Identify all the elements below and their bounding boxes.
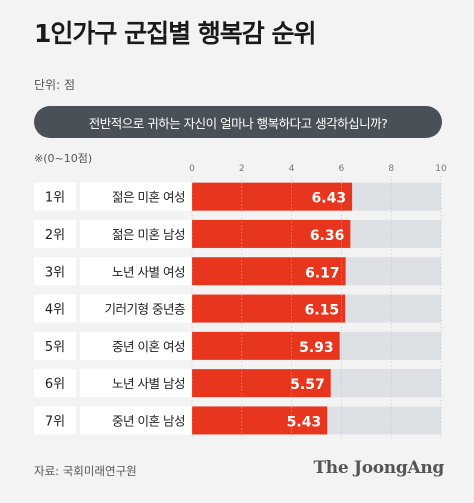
- x-tick-label: 2: [239, 164, 245, 174]
- rank-label: 7위: [45, 414, 65, 429]
- unit-label: 단위: 점: [34, 78, 75, 92]
- bar: [192, 331, 340, 360]
- rank-label: 2위: [45, 228, 65, 243]
- category-label: 노년 사별 남성: [112, 376, 185, 391]
- category-box: [80, 369, 192, 398]
- value-label: 5.57: [290, 377, 325, 393]
- rank-box: [34, 406, 76, 435]
- rank-label: 5위: [45, 340, 65, 355]
- rank-label: 3위: [45, 265, 65, 280]
- rank-box: [34, 369, 76, 398]
- x-tick-label: 0: [189, 164, 195, 174]
- rank-box: [34, 219, 76, 248]
- value-label: 6.36: [310, 228, 345, 244]
- x-tick-label: 6: [339, 164, 345, 174]
- bar: [192, 182, 353, 211]
- scale-note: ※(0~10점): [34, 152, 93, 165]
- value-label: 6.43: [312, 191, 347, 207]
- rank-label: 4위: [45, 303, 65, 318]
- bar: [192, 294, 346, 323]
- x-tick-label: 4: [289, 164, 295, 174]
- rank-box: [34, 257, 76, 286]
- category-label: 젊은 미혼 남성: [112, 227, 185, 242]
- category-box: [80, 331, 192, 360]
- rank-label: 6위: [45, 377, 65, 392]
- rank-box: [34, 294, 76, 323]
- chart-title: 1인가구 군집별 행복감 순위: [34, 19, 317, 48]
- category-label: 중년 이혼 여성: [112, 339, 185, 354]
- category-box: [80, 294, 192, 323]
- category-label: 노년 사별 여성: [112, 264, 185, 279]
- rank-box: [34, 331, 76, 360]
- category-box: [80, 219, 192, 248]
- rank-label: 1위: [45, 191, 65, 206]
- bar: [192, 369, 331, 398]
- source-note: 자료: 국회미래연구원: [34, 464, 137, 478]
- bar: [192, 406, 328, 435]
- value-label: 6.17: [305, 265, 340, 281]
- category-box: [80, 406, 192, 435]
- bar: [192, 219, 351, 248]
- category-box: [80, 257, 192, 286]
- category-label: 젊은 미혼 여성: [112, 190, 185, 205]
- x-tick-label: 8: [388, 164, 394, 174]
- value-label: 5.43: [287, 414, 322, 430]
- brand-logo: The JoongAng: [313, 458, 444, 478]
- category-label: 중년 이혼 남성: [112, 413, 185, 428]
- rank-box: [34, 182, 76, 211]
- survey-question-banner: 전반적으로 귀하는 자신이 얼마나 행복하다고 생각하십니까?: [34, 106, 442, 138]
- x-tick-label: 10: [435, 164, 447, 174]
- value-label: 6.15: [305, 303, 340, 319]
- category-label: 기러기형 중년층: [105, 302, 185, 317]
- bar: [192, 257, 346, 286]
- survey-question-text: 전반적으로 귀하는 자신이 얼마나 행복하다고 생각하십니까?: [88, 115, 388, 131]
- category-box: [80, 182, 192, 211]
- value-label: 5.93: [299, 340, 334, 356]
